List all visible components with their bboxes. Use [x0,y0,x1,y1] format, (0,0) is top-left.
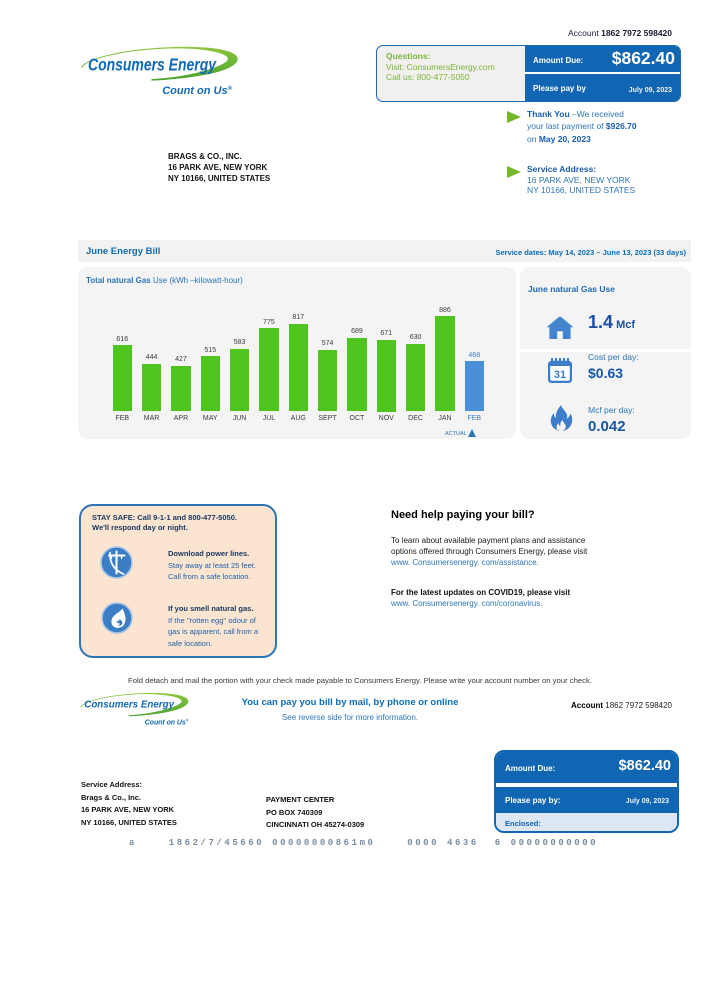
svg-text:Count on Us®: Count on Us® [145,719,189,727]
svg-text:31: 31 [554,369,566,381]
svg-text:Consumers Energy: Consumers Energy [88,55,217,75]
svg-text:Count on Us®: Count on Us® [162,85,232,97]
svg-text:Consumers Energy: Consumers Energy [84,699,174,710]
